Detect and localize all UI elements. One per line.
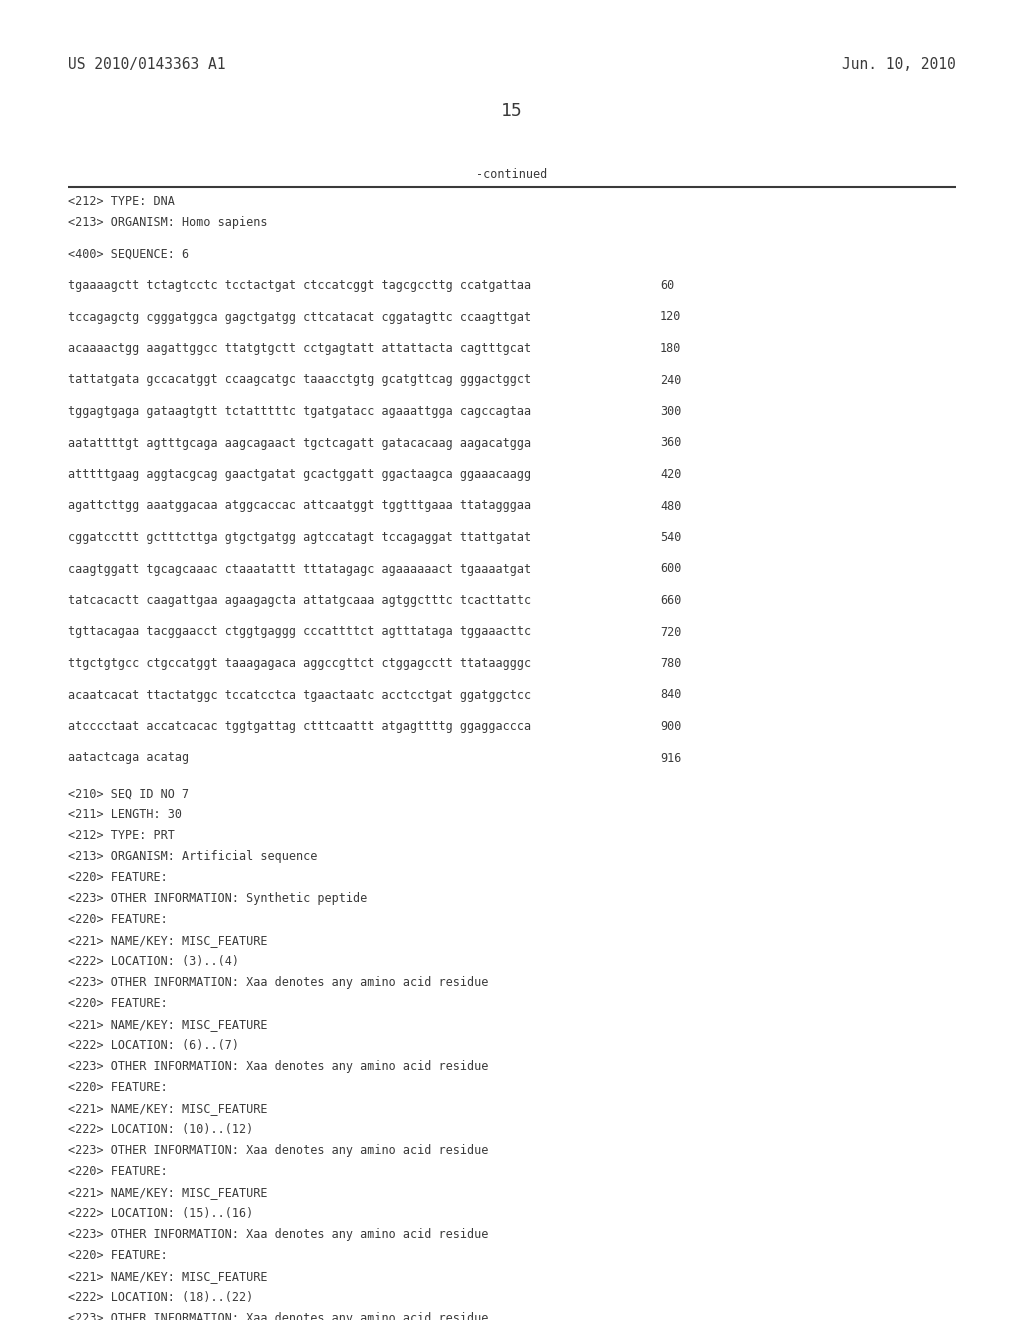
Text: <220> FEATURE:: <220> FEATURE: bbox=[68, 1081, 168, 1094]
Text: tggagtgaga gataagtgtt tctatttttc tgatgatacc agaaattgga cagccagtaa: tggagtgaga gataagtgtt tctatttttc tgatgat… bbox=[68, 405, 531, 418]
Text: <213> ORGANISM: Homo sapiens: <213> ORGANISM: Homo sapiens bbox=[68, 216, 267, 228]
Text: acaatcacat ttactatggc tccatcctca tgaactaatc acctcctgat ggatggctcc: acaatcacat ttactatggc tccatcctca tgaacta… bbox=[68, 689, 531, 701]
Text: 420: 420 bbox=[660, 469, 681, 480]
Text: ttgctgtgcc ctgccatggt taaagagaca aggccgttct ctggagcctt ttataagggc: ttgctgtgcc ctgccatggt taaagagaca aggccgt… bbox=[68, 657, 531, 671]
Text: 360: 360 bbox=[660, 437, 681, 450]
Text: <211> LENGTH: 30: <211> LENGTH: 30 bbox=[68, 808, 182, 821]
Text: <221> NAME/KEY: MISC_FEATURE: <221> NAME/KEY: MISC_FEATURE bbox=[68, 1270, 267, 1283]
Text: US 2010/0143363 A1: US 2010/0143363 A1 bbox=[68, 57, 225, 73]
Text: <220> FEATURE:: <220> FEATURE: bbox=[68, 997, 168, 1010]
Text: <223> OTHER INFORMATION: Xaa denotes any amino acid residue: <223> OTHER INFORMATION: Xaa denotes any… bbox=[68, 1060, 488, 1073]
Text: 720: 720 bbox=[660, 626, 681, 639]
Text: 300: 300 bbox=[660, 405, 681, 418]
Text: 916: 916 bbox=[660, 751, 681, 764]
Text: tattatgata gccacatggt ccaagcatgc taaacctgtg gcatgttcag gggactggct: tattatgata gccacatggt ccaagcatgc taaacct… bbox=[68, 374, 531, 387]
Text: <220> FEATURE:: <220> FEATURE: bbox=[68, 913, 168, 927]
Text: <223> OTHER INFORMATION: Xaa denotes any amino acid residue: <223> OTHER INFORMATION: Xaa denotes any… bbox=[68, 1228, 488, 1241]
Text: 660: 660 bbox=[660, 594, 681, 607]
Text: <212> TYPE: DNA: <212> TYPE: DNA bbox=[68, 195, 175, 209]
Text: <221> NAME/KEY: MISC_FEATURE: <221> NAME/KEY: MISC_FEATURE bbox=[68, 1102, 267, 1115]
Text: 780: 780 bbox=[660, 657, 681, 671]
Text: aatactcaga acatag: aatactcaga acatag bbox=[68, 751, 189, 764]
Text: 60: 60 bbox=[660, 279, 674, 292]
Text: Jun. 10, 2010: Jun. 10, 2010 bbox=[843, 57, 956, 73]
Text: 480: 480 bbox=[660, 499, 681, 512]
Text: atttttgaag aggtacgcag gaactgatat gcactggatt ggactaagca ggaaacaagg: atttttgaag aggtacgcag gaactgatat gcactgg… bbox=[68, 469, 531, 480]
Text: <221> NAME/KEY: MISC_FEATURE: <221> NAME/KEY: MISC_FEATURE bbox=[68, 1018, 267, 1031]
Text: <220> FEATURE:: <220> FEATURE: bbox=[68, 871, 168, 884]
Text: <222> LOCATION: (10)..(12): <222> LOCATION: (10)..(12) bbox=[68, 1123, 253, 1137]
Text: tatcacactt caagattgaa agaagagcta attatgcaaa agtggctttc tcacttattc: tatcacactt caagattgaa agaagagcta attatgc… bbox=[68, 594, 531, 607]
Text: <223> OTHER INFORMATION: Xaa denotes any amino acid residue: <223> OTHER INFORMATION: Xaa denotes any… bbox=[68, 1312, 488, 1320]
Text: 180: 180 bbox=[660, 342, 681, 355]
Text: <213> ORGANISM: Artificial sequence: <213> ORGANISM: Artificial sequence bbox=[68, 850, 317, 863]
Text: 540: 540 bbox=[660, 531, 681, 544]
Text: -continued: -continued bbox=[476, 168, 548, 181]
Text: 240: 240 bbox=[660, 374, 681, 387]
Text: <212> TYPE: PRT: <212> TYPE: PRT bbox=[68, 829, 175, 842]
Text: <400> SEQUENCE: 6: <400> SEQUENCE: 6 bbox=[68, 248, 189, 260]
Text: agattcttgg aaatggacaa atggcaccac attcaatggt tggtttgaaa ttatagggaa: agattcttgg aaatggacaa atggcaccac attcaat… bbox=[68, 499, 531, 512]
Text: <223> OTHER INFORMATION: Xaa denotes any amino acid residue: <223> OTHER INFORMATION: Xaa denotes any… bbox=[68, 1144, 488, 1158]
Text: <223> OTHER INFORMATION: Synthetic peptide: <223> OTHER INFORMATION: Synthetic pepti… bbox=[68, 892, 368, 906]
Text: tgttacagaa tacggaacct ctggtgaggg cccattttct agtttataga tggaaacttc: tgttacagaa tacggaacct ctggtgaggg cccattt… bbox=[68, 626, 531, 639]
Text: <222> LOCATION: (3)..(4): <222> LOCATION: (3)..(4) bbox=[68, 956, 239, 968]
Text: 840: 840 bbox=[660, 689, 681, 701]
Text: cggatccttt gctttcttga gtgctgatgg agtccatagt tccagaggat ttattgatat: cggatccttt gctttcttga gtgctgatgg agtccat… bbox=[68, 531, 531, 544]
Text: <222> LOCATION: (6)..(7): <222> LOCATION: (6)..(7) bbox=[68, 1039, 239, 1052]
Text: <221> NAME/KEY: MISC_FEATURE: <221> NAME/KEY: MISC_FEATURE bbox=[68, 1187, 267, 1199]
Text: <223> OTHER INFORMATION: Xaa denotes any amino acid residue: <223> OTHER INFORMATION: Xaa denotes any… bbox=[68, 977, 488, 989]
Text: <220> FEATURE:: <220> FEATURE: bbox=[68, 1166, 168, 1179]
Text: tccagagctg cgggatggca gagctgatgg cttcatacat cggatagttc ccaagttgat: tccagagctg cgggatggca gagctgatgg cttcata… bbox=[68, 310, 531, 323]
Text: <210> SEQ ID NO 7: <210> SEQ ID NO 7 bbox=[68, 787, 189, 800]
Text: aatattttgt agtttgcaga aagcagaact tgctcagatt gatacacaag aagacatgga: aatattttgt agtttgcaga aagcagaact tgctcag… bbox=[68, 437, 531, 450]
Text: 600: 600 bbox=[660, 562, 681, 576]
Text: <221> NAME/KEY: MISC_FEATURE: <221> NAME/KEY: MISC_FEATURE bbox=[68, 935, 267, 948]
Text: <222> LOCATION: (15)..(16): <222> LOCATION: (15)..(16) bbox=[68, 1208, 253, 1220]
Text: tgaaaagctt tctagtcctc tcctactgat ctccatcggt tagcgccttg ccatgattaa: tgaaaagctt tctagtcctc tcctactgat ctccatc… bbox=[68, 279, 531, 292]
Text: <222> LOCATION: (18)..(22): <222> LOCATION: (18)..(22) bbox=[68, 1291, 253, 1304]
Text: <220> FEATURE:: <220> FEATURE: bbox=[68, 1249, 168, 1262]
Text: atcccctaat accatcacac tggtgattag ctttcaattt atgagttttg ggaggaccca: atcccctaat accatcacac tggtgattag ctttcaa… bbox=[68, 719, 531, 733]
Text: 120: 120 bbox=[660, 310, 681, 323]
Text: acaaaactgg aagattggcc ttatgtgctt cctgagtatt attattacta cagtttgcat: acaaaactgg aagattggcc ttatgtgctt cctgagt… bbox=[68, 342, 531, 355]
Text: 15: 15 bbox=[501, 102, 523, 120]
Text: caagtggatt tgcagcaaac ctaaatattt tttatagagc agaaaaaact tgaaaatgat: caagtggatt tgcagcaaac ctaaatattt tttatag… bbox=[68, 562, 531, 576]
Text: 900: 900 bbox=[660, 719, 681, 733]
